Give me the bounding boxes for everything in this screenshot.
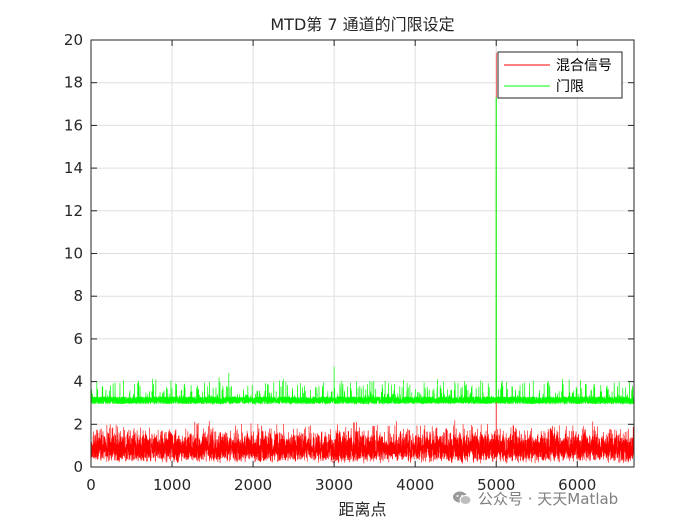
wechat-icon xyxy=(453,491,472,505)
watermark: 公众号 · 天天Matlab xyxy=(452,486,618,510)
y-tick-label: 20 xyxy=(64,31,83,49)
y-tick-label: 6 xyxy=(73,330,83,348)
legend-label-threshold: 门限 xyxy=(556,79,584,95)
series-layer xyxy=(90,52,635,464)
x-tick-label: 1000 xyxy=(153,476,191,494)
x-tick-label: 6000 xyxy=(558,476,596,494)
y-tick-label: 16 xyxy=(64,116,83,134)
x-tick-label: 2000 xyxy=(234,476,272,494)
series-line-mixed-signal xyxy=(90,52,635,464)
x-tick-label: 0 xyxy=(86,476,96,494)
x-axis-title: 距离点 xyxy=(338,500,386,519)
y-tick-label: 8 xyxy=(73,287,83,305)
y-tick-label: 0 xyxy=(73,458,83,476)
y-tick-label: 12 xyxy=(64,202,83,220)
y-tick-label: 14 xyxy=(64,159,83,177)
legend-label-mixed-signal: 混合信号 xyxy=(556,58,612,74)
chart-title: MTD第 7 通道的门限设定 xyxy=(270,15,454,34)
x-tick-label: 5000 xyxy=(477,476,515,494)
watermark-text: 公众号 · 天天Matlab xyxy=(478,489,619,508)
y-tick-label: 4 xyxy=(73,373,83,391)
y-tick-label: 18 xyxy=(64,74,83,92)
legend-box xyxy=(497,51,623,99)
legend: 混合信号 门限 xyxy=(497,51,623,99)
y-tick-label: 2 xyxy=(73,415,83,433)
series-line-threshold xyxy=(90,97,635,406)
x-tick-label: 4000 xyxy=(396,476,434,494)
y-tick-label: 10 xyxy=(64,245,83,263)
x-tick-label: 3000 xyxy=(315,476,353,494)
ticks: 0 1000 2000 3000 4000 5000 6000 0 2 4 6 8 10 12 14 16 18… xyxy=(64,31,634,494)
